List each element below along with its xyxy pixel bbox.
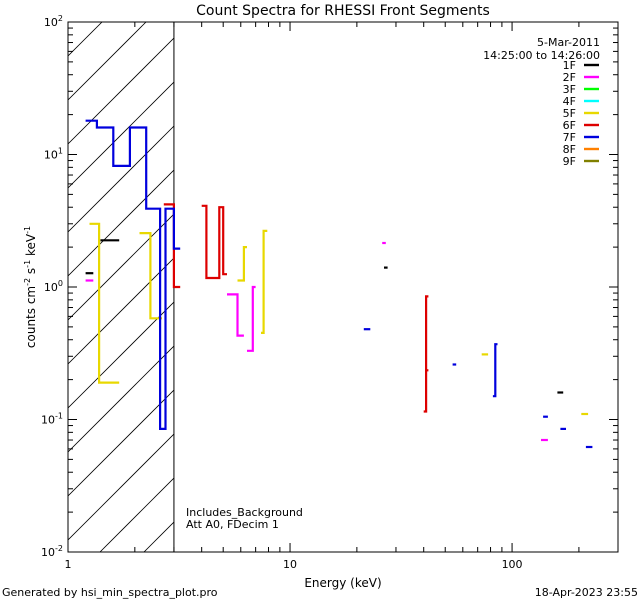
hatch-line: [68, 125, 175, 233]
hatch-line: [68, 0, 174, 12]
x-tick-label: 1: [65, 558, 72, 571]
hatch-line: [143, 521, 175, 552]
series-5F-step: [89, 222, 120, 384]
legend-label-3F: 3F: [563, 83, 576, 96]
data-series: [85, 119, 593, 449]
series-5F-step: [237, 246, 247, 282]
series-5F: [89, 222, 589, 416]
y-tick-label: 102: [44, 14, 63, 29]
series-2F: [85, 241, 548, 442]
hatch-line: [68, 22, 103, 57]
series-7F: [85, 119, 593, 449]
hatch-line: [68, 22, 147, 101]
footer-timestamp: 18-Apr-2023 23:55: [535, 586, 638, 599]
hatch-background: [68, 22, 174, 552]
annotation-line-1: Includes_Background: [186, 506, 303, 519]
chart-title: Count Spectra for RHESSI Front Segments: [196, 3, 490, 19]
y-tick-label: 101: [44, 147, 63, 162]
x-axis: 1 10 100: [65, 22, 619, 571]
date-label: 5-Mar-2011: [537, 36, 600, 49]
annotation-line-2: Att A0, FDecim 1: [186, 518, 279, 531]
series-5F-step: [261, 229, 268, 334]
series-6F-step: [423, 295, 429, 413]
legend-label-7F: 7F: [563, 131, 576, 144]
series-2F-step: [247, 285, 256, 352]
y-axis-label: counts cm-2 s-1 keV-1: [23, 226, 38, 348]
hatched-region: [68, 0, 175, 552]
legend-label-5F: 5F: [563, 107, 576, 120]
x-tick-label: 100: [502, 558, 523, 571]
hatch-line: [99, 477, 175, 552]
hatch-line: [68, 169, 175, 277]
series-7F-step: [492, 343, 498, 398]
hatch-line: [68, 389, 175, 497]
y-tick-label: 100: [44, 279, 63, 294]
series-1F: [85, 239, 564, 394]
legend-label-4F: 4F: [563, 95, 576, 108]
x-tick-label: 10: [283, 558, 297, 571]
hatch-line: [68, 213, 175, 321]
series-2F-step: [227, 293, 244, 337]
time-range-label: 14:25:00 to 14:26:00: [483, 49, 600, 62]
hatch-line: [68, 345, 175, 453]
legend-label-8F: 8F: [563, 143, 576, 156]
legend-label-2F: 2F: [563, 71, 576, 84]
legend-label-9F: 9F: [563, 155, 576, 168]
hatch-line: [68, 37, 175, 145]
hatch-line: [68, 433, 175, 541]
y-axis: 10-2 10-1 100 101 102: [41, 14, 618, 559]
series-5F-step: [139, 232, 162, 320]
x-axis-label: Energy (keV): [304, 576, 381, 590]
hatch-line: [68, 257, 175, 365]
series-7F-step: [85, 119, 181, 430]
series-6F-step: [201, 204, 227, 280]
legend-label-6F: 6F: [563, 119, 576, 132]
footer-generated-by: Generated by hsi_min_spectra_plot.pro: [2, 586, 218, 599]
y-tick-label: 10-1: [41, 412, 63, 427]
legend-header: 5-Mar-2011 14:25:00 to 14:26:00: [483, 36, 600, 62]
y-tick-label: 10-2: [41, 544, 63, 559]
legend-label-1F: 1F: [563, 59, 576, 72]
hatch-line: [68, 301, 175, 409]
hatch-line: [68, 81, 175, 189]
series-6F: [163, 203, 429, 413]
